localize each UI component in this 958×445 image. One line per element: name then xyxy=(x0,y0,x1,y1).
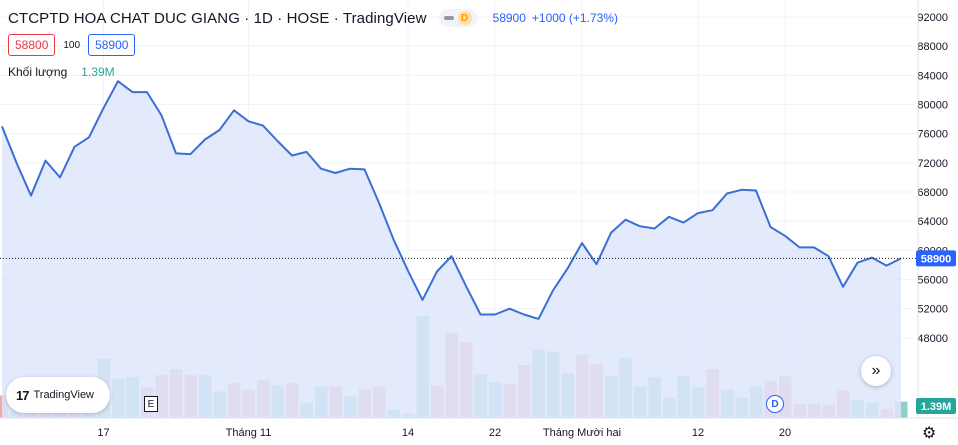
volume-legend[interactable]: Khối lượng 1.39M xyxy=(8,65,115,79)
price-tick-label: 64000 xyxy=(917,216,948,228)
volume-label: Khối lượng xyxy=(8,65,68,79)
tradingview-logo-icon: 17 xyxy=(16,387,30,403)
time-tick-label: 22 xyxy=(489,427,501,439)
quote-row: 58800 100 58900 xyxy=(8,34,136,56)
price-area xyxy=(2,81,901,418)
price-tick-label: 80000 xyxy=(917,100,948,112)
time-tick-label: 12 xyxy=(692,427,704,439)
volume-value: 1.39M xyxy=(81,65,115,79)
earnings-event-icon[interactable]: E xyxy=(144,396,158,412)
settings-gear-icon[interactable]: ⚙ xyxy=(922,425,937,442)
price-tick-label: 48000 xyxy=(917,333,948,345)
last-price-tag-text: 58900 xyxy=(921,253,952,265)
last-price-tag: 58900 xyxy=(916,250,956,267)
last-price: 58900 xyxy=(492,11,526,25)
price-tick-label: 76000 xyxy=(917,129,948,141)
dividend-event-icon[interactable]: D xyxy=(766,395,784,413)
price-axis: 4800052000560006000064000680007200076000… xyxy=(917,0,948,418)
last-volume-tag: 1.39M xyxy=(916,398,956,414)
symbol-title[interactable]: CTCPTD HOA CHAT DUC GIANG · 1D · HOSE · … xyxy=(8,9,427,27)
delayed-data-badge: D xyxy=(457,11,472,25)
time-tick-label: Tháng Mười hai xyxy=(543,427,621,439)
ask-button[interactable]: 58900 xyxy=(88,34,136,56)
price-tick-label: 92000 xyxy=(917,12,948,24)
time-tick-label: 14 xyxy=(402,427,414,439)
chart-header: CTCPTD HOA CHAT DUC GIANG · 1D · HOSE · … xyxy=(8,8,618,28)
price-tick-label: 56000 xyxy=(917,275,948,287)
price-tick-label: 68000 xyxy=(917,187,948,199)
time-tick-label: 17 xyxy=(97,427,109,439)
spread-value: 100 xyxy=(63,39,81,51)
market-status-icon xyxy=(443,16,454,20)
tradingview-logo[interactable]: 17 TradingView xyxy=(6,377,110,413)
bid-button[interactable]: 58800 xyxy=(8,34,56,56)
scroll-to-realtime-button[interactable]: » xyxy=(861,356,891,386)
tradingview-logo-text: TradingView xyxy=(33,389,95,401)
price-change: +1000 (+1.73%) xyxy=(531,11,618,25)
time-axis: 17 Tháng 11 14 22 Tháng Mười hai 12 20 xyxy=(0,417,958,439)
price-line xyxy=(1,80,902,320)
chevron-double-right-icon: » xyxy=(871,362,881,379)
time-tick-label: 20 xyxy=(779,427,791,439)
price-tick-label: 88000 xyxy=(917,41,948,53)
last-volume-tag-text: 1.39M xyxy=(921,401,952,413)
market-status-pill[interactable]: D xyxy=(438,9,477,27)
price-tick-label: 84000 xyxy=(917,70,948,82)
price-tick-label: 52000 xyxy=(917,304,948,316)
price-tick-label: 72000 xyxy=(917,158,948,170)
time-tick-label: Tháng 11 xyxy=(226,427,272,439)
